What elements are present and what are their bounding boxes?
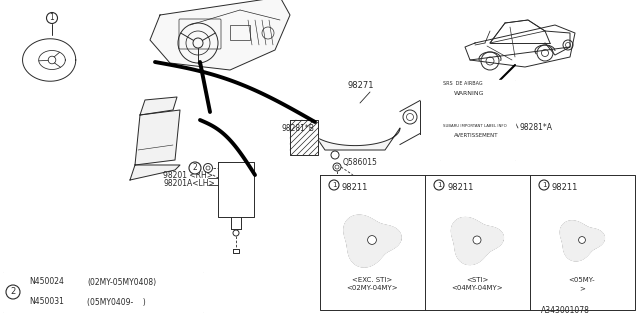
Polygon shape [135,110,180,165]
Text: 1: 1 [436,182,441,188]
Circle shape [579,236,586,244]
Text: SRS  DE AIRBAG: SRS DE AIRBAG [443,81,483,86]
Text: 1: 1 [50,13,54,22]
Text: <STI>: <STI> [466,277,488,283]
Polygon shape [310,128,400,150]
Polygon shape [218,162,254,217]
Circle shape [329,180,339,190]
Circle shape [539,180,549,190]
Polygon shape [560,221,605,261]
Text: (05MY0409-    ): (05MY0409- ) [87,298,146,307]
Text: N450031: N450031 [29,298,64,307]
Circle shape [367,236,376,244]
Circle shape [47,12,58,23]
Polygon shape [150,0,290,70]
Text: <EXC. STI>: <EXC. STI> [352,277,392,283]
Text: 1: 1 [332,182,336,188]
Text: 1: 1 [541,182,547,188]
Text: WARNING: WARNING [454,91,484,96]
Polygon shape [290,120,318,155]
Text: 98281*A: 98281*A [520,123,553,132]
Text: N450024: N450024 [29,277,64,286]
Circle shape [189,162,201,174]
Text: 98211: 98211 [447,183,474,193]
Text: SUBARU IMPORTANT LABEL INFO: SUBARU IMPORTANT LABEL INFO [443,124,507,128]
Text: 98201 <RH>: 98201 <RH> [163,171,213,180]
Text: 2: 2 [10,287,15,297]
Text: 98211: 98211 [342,183,369,193]
Text: <04MY-04MY>: <04MY-04MY> [451,285,503,291]
Polygon shape [344,215,401,267]
Polygon shape [320,175,635,310]
Text: 98271: 98271 [348,81,374,90]
Text: Q586015: Q586015 [343,158,378,167]
Polygon shape [140,97,177,115]
Text: 98201A<LH>: 98201A<LH> [163,179,215,188]
Polygon shape [130,165,180,180]
Bar [230,25,250,40]
Text: AVERTISSEMENT: AVERTISSEMENT [454,133,499,138]
Text: A343001078: A343001078 [541,306,590,315]
Circle shape [6,285,20,299]
Circle shape [473,236,481,244]
Text: 98211: 98211 [552,183,579,193]
Text: (02MY-05MY0408): (02MY-05MY0408) [87,277,156,286]
Polygon shape [3,272,203,312]
Circle shape [434,180,444,190]
Polygon shape [451,217,504,265]
Text: 2: 2 [193,164,197,172]
Text: >: > [579,285,585,291]
Text: <05MY-: <05MY- [569,277,595,283]
Text: 98281*B: 98281*B [282,124,315,133]
Text: <02MY-04MY>: <02MY-04MY> [346,285,398,291]
Polygon shape [440,80,515,160]
